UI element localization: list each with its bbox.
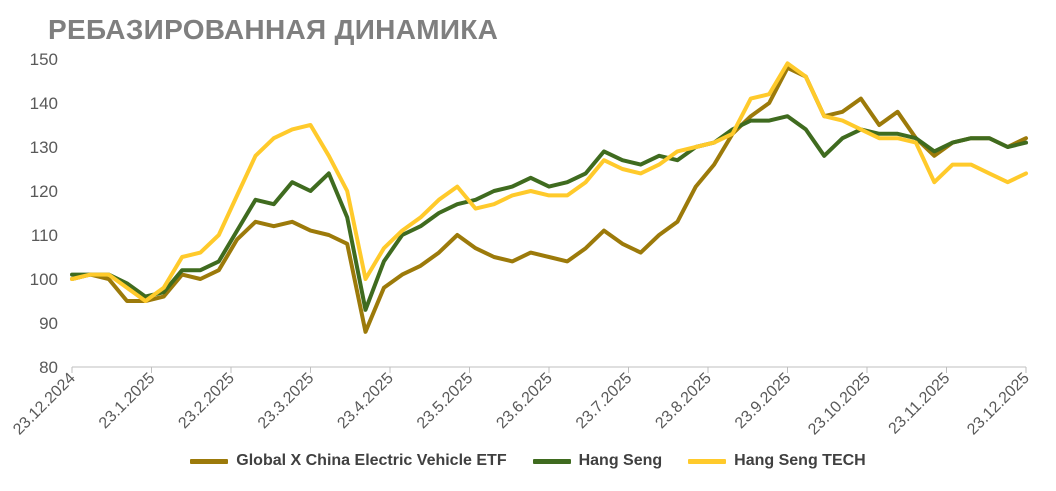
legend-label-hang-seng: Hang Seng xyxy=(578,452,663,469)
legend-item-hang-seng-tech: Hang Seng TECH xyxy=(688,452,866,470)
x-tick-label: 23.8.2025 xyxy=(652,370,714,432)
y-tick-label: 120 xyxy=(30,182,58,201)
series-line-hang-seng xyxy=(70,114,1028,312)
y-tick-label: 80 xyxy=(39,358,58,377)
x-tick-label: 23.6.2025 xyxy=(493,370,555,432)
legend-swatch-hang-seng xyxy=(532,458,571,464)
legend: Global X China Electric Vehicle ETF Hang… xyxy=(0,452,1056,470)
x-tick-label: 23.2.2025 xyxy=(175,370,237,432)
legend-swatch-ev-etf xyxy=(190,458,229,464)
y-tick-label: 130 xyxy=(30,138,58,157)
legend-label-hang-seng-tech: Hang Seng TECH xyxy=(734,452,866,469)
x-tick-label: 23.9.2025 xyxy=(732,370,794,432)
x-tick-label: 23.11.2025 xyxy=(886,370,954,438)
y-tick-label: 100 xyxy=(30,270,58,289)
x-tick-label: 23.10.2025 xyxy=(805,370,874,439)
y-tick-label: 110 xyxy=(31,226,58,245)
series-line-ev-etf xyxy=(70,65,1028,334)
chart-title: РЕБАЗИРОВАННАЯ ДИНАМИКА xyxy=(48,14,499,45)
x-tick-label: 23.3.2025 xyxy=(255,370,317,432)
series-line-hang-seng-tech xyxy=(70,61,1028,303)
y-tick-label: 150 xyxy=(30,50,58,69)
x-tick-label: 23.12.2025 xyxy=(964,370,1033,439)
x-tick-label: 23.12.2024 xyxy=(10,370,79,439)
x-tick-label: 23.1.2025 xyxy=(96,370,158,432)
legend-item-ev-etf: Global X China Electric Vehicle ETF xyxy=(190,452,507,470)
x-tick-label: 23.4.2025 xyxy=(334,370,396,432)
legend-item-hang-seng: Hang Seng xyxy=(532,452,663,470)
legend-label-ev-etf: Global X China Electric Vehicle ETF xyxy=(236,452,507,469)
y-tick-label: 90 xyxy=(39,314,58,333)
x-tick-label: 23.5.2025 xyxy=(414,370,476,432)
x-tick-label: 23.7.2025 xyxy=(573,370,635,432)
y-tick-label: 140 xyxy=(30,94,58,113)
legend-swatch-hang-seng-tech xyxy=(688,458,727,464)
